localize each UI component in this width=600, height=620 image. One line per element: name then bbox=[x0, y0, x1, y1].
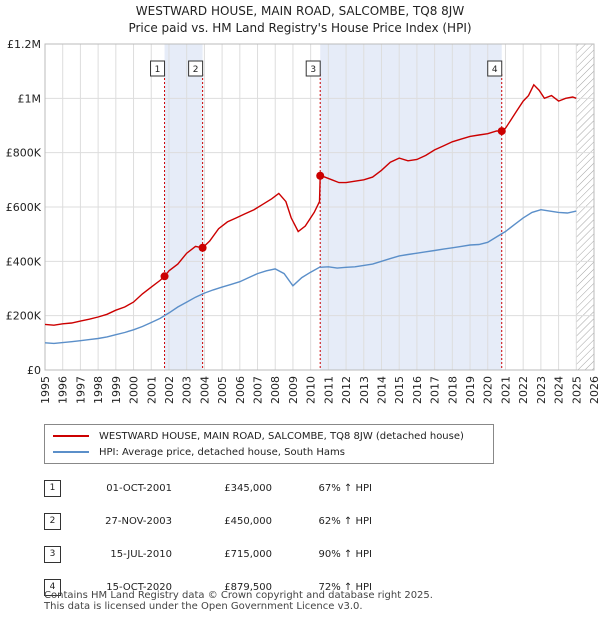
x-tick-label: 2020 bbox=[482, 376, 495, 404]
x-tick-label: 2010 bbox=[305, 376, 318, 404]
x-tick-label: 2002 bbox=[163, 376, 176, 404]
x-tick-label: 2021 bbox=[499, 376, 512, 404]
sale-marker-label-1: 1 bbox=[155, 65, 161, 75]
legend-item-hpi: HPI: Average price, detached house, Sout… bbox=[53, 444, 345, 460]
transaction-price: £345,000 bbox=[224, 483, 272, 494]
x-tick-label: 2013 bbox=[358, 376, 371, 404]
x-tick-label: 2026 bbox=[588, 376, 600, 404]
price-chart: 1 2 3 4 £0 £200K £400K £600K £800K £1M £1.2M 1995 19… bbox=[6, 38, 600, 404]
legend-label-property: WESTWARD HOUSE, MAIN ROAD, SALCOMBE, TQ8… bbox=[99, 430, 464, 442]
x-tick-label: 2023 bbox=[535, 376, 548, 404]
sale-point-2 bbox=[198, 243, 207, 252]
transaction-price: £450,000 bbox=[224, 516, 272, 527]
x-tick-label: 2014 bbox=[375, 376, 388, 404]
transaction-badge: 3 bbox=[44, 546, 61, 563]
legend-swatch-hpi bbox=[53, 451, 89, 453]
sale-marker-label-4: 4 bbox=[492, 65, 498, 75]
legend-item-property: WESTWARD HOUSE, MAIN ROAD, SALCOMBE, TQ8… bbox=[53, 428, 464, 444]
transaction-price: £715,000 bbox=[224, 549, 272, 560]
x-tick-label: 2011 bbox=[322, 376, 335, 404]
chart-legend: WESTWARD HOUSE, MAIN ROAD, SALCOMBE, TQ8… bbox=[44, 424, 494, 464]
x-tick-label: 2001 bbox=[145, 376, 158, 404]
plot-frame bbox=[44, 43, 595, 371]
x-tick-label: 2009 bbox=[287, 376, 300, 404]
transaction-price: £879,500 bbox=[224, 582, 272, 593]
x-tick-label: 1999 bbox=[110, 376, 123, 404]
chart-title-line1: WESTWARD HOUSE, MAIN ROAD, SALCOMBE, TQ8… bbox=[135, 4, 465, 18]
transaction-hpi-change: 62% ↑ HPI bbox=[318, 516, 372, 527]
transaction-hpi-change: 90% ↑ HPI bbox=[318, 549, 372, 560]
sale-marker-box-4 bbox=[487, 60, 503, 77]
x-tick-label: 2024 bbox=[553, 376, 566, 404]
sale-point-4 bbox=[497, 127, 506, 136]
x-tick-label: 2017 bbox=[429, 376, 442, 404]
y-tick-label: £200K bbox=[6, 310, 42, 323]
x-tick-label: 2007 bbox=[252, 376, 265, 404]
table-row: 1 01-OCT-2001 £345,000 67% ↑ HPI bbox=[44, 472, 372, 505]
y-tick-label: £0 bbox=[27, 364, 41, 377]
x-tick-label: 2006 bbox=[234, 376, 247, 404]
sale-marker-box-1 bbox=[150, 60, 166, 77]
x-tick-label: 2018 bbox=[446, 376, 459, 404]
transaction-hpi-change: 72% ↑ HPI bbox=[318, 582, 372, 593]
footer-attribution: Contains HM Land Registry data © Crown c… bbox=[44, 590, 433, 612]
y-tick-label: £800K bbox=[6, 147, 42, 160]
x-tick-label: 2012 bbox=[340, 376, 353, 404]
sale-marker-box-3 bbox=[305, 60, 321, 77]
transaction-date: 27-NOV-2003 bbox=[105, 516, 172, 527]
x-tick-label: 1995 bbox=[39, 376, 52, 404]
transactions-table: 1 01-OCT-2001 £345,000 67% ↑ HPI 2 27-NO… bbox=[44, 472, 372, 604]
chart-title: WESTWARD HOUSE, MAIN ROAD, SALCOMBE, TQ8… bbox=[0, 3, 600, 37]
x-tick-label: 2022 bbox=[517, 376, 530, 404]
chart-subtitle: Price paid vs. HM Land Registry's House … bbox=[128, 21, 472, 35]
sale-point-1 bbox=[160, 272, 169, 281]
y-tick-label: £600K bbox=[6, 201, 42, 214]
x-tick-label: 2004 bbox=[198, 376, 211, 404]
transaction-date: 15-JUL-2010 bbox=[110, 549, 172, 560]
sale-marker-label-3: 3 bbox=[310, 65, 316, 75]
x-tick-label: 2000 bbox=[128, 376, 141, 404]
x-tick-label: 1997 bbox=[74, 376, 87, 404]
x-tick-label: 2005 bbox=[216, 376, 229, 404]
x-tick-label: 2019 bbox=[464, 376, 477, 404]
sale-marker-label-2: 2 bbox=[193, 65, 199, 75]
hpi-series-line bbox=[45, 208, 577, 345]
transaction-badge: 1 bbox=[44, 480, 61, 497]
transaction-date: 01-OCT-2001 bbox=[106, 483, 172, 494]
transaction-hpi-change: 67% ↑ HPI bbox=[318, 483, 372, 494]
table-row: 3 15-JUL-2010 £715,000 90% ↑ HPI bbox=[44, 538, 372, 571]
y-tick-label: £1.2M bbox=[7, 38, 41, 51]
y-tick-label: £1M bbox=[18, 92, 42, 105]
x-tick-label: 1998 bbox=[92, 376, 105, 404]
x-tick-label: 2008 bbox=[269, 376, 282, 404]
y-tick-label: £400K bbox=[6, 255, 42, 268]
x-tick-label: 2016 bbox=[411, 376, 424, 404]
table-row: 2 27-NOV-2003 £450,000 62% ↑ HPI bbox=[44, 505, 372, 538]
transaction-date: 15-OCT-2020 bbox=[106, 582, 172, 593]
sale-marker-box-2 bbox=[188, 60, 204, 77]
x-tick-label: 2003 bbox=[181, 376, 194, 404]
transaction-badge: 2 bbox=[44, 513, 61, 530]
x-tick-label: 2025 bbox=[570, 376, 583, 404]
legend-swatch-property bbox=[53, 435, 89, 437]
footer-line2: This data is licensed under the Open Gov… bbox=[44, 601, 363, 612]
footer-line1: Contains HM Land Registry data © Crown c… bbox=[44, 590, 433, 601]
table-row: 4 15-OCT-2020 £879,500 72% ↑ HPI bbox=[44, 571, 372, 604]
transaction-badge: 4 bbox=[44, 579, 61, 596]
x-tick-label: 2015 bbox=[393, 376, 406, 404]
legend-label-hpi: HPI: Average price, detached house, Sout… bbox=[99, 446, 345, 458]
sale-point-3 bbox=[316, 171, 325, 180]
x-tick-label: 1996 bbox=[57, 376, 70, 404]
